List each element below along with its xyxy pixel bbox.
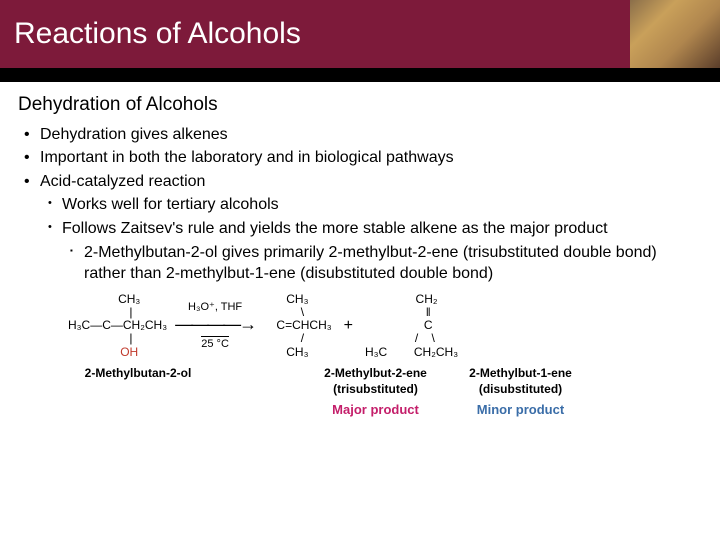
mol-line: /	[263, 332, 332, 345]
mol-line: CH₃	[68, 293, 167, 306]
molecule-row: CH₃ | H₃C—C—CH₂CH₃ | OH H₃O⁺, THF ————→ …	[68, 293, 702, 359]
bullet-level1: Dehydration gives alkenes	[18, 124, 702, 146]
mol-line: CH₃	[263, 293, 332, 306]
product-designation-row: Major product Minor product	[68, 401, 702, 419]
label-text: (disubstituted)	[479, 382, 562, 396]
label-text: 2-Methylbut-2-ene	[324, 366, 427, 380]
label-text: (trisubstituted)	[333, 382, 418, 396]
product1-label: 2-Methylbut-2-ene (trisubstituted)	[303, 365, 448, 397]
banner-decorative-image	[630, 0, 720, 68]
mol-line-oh: OH	[68, 346, 167, 359]
slide-title: Reactions of Alcohols	[14, 17, 301, 51]
bullet-level2: Follows Zaitsev's rule and yields the mo…	[18, 218, 702, 240]
product2-structure: CH₂ ‖ C / \ H₃C CH₂CH₃	[365, 293, 458, 359]
minor-product-label: Minor product	[448, 401, 593, 419]
mol-line: CH₃	[263, 346, 332, 359]
mol-line: |	[68, 332, 167, 345]
product1-structure: CH₃ \ C=CHCH₃ / CH₃	[263, 293, 332, 359]
compound-labels-row: 2-Methylbutan-2-ol 2-Methylbut-2-ene (tr…	[68, 365, 702, 397]
reaction-arrow: H₃O⁺, THF ————→ 25 °C	[175, 301, 255, 351]
spacer	[208, 365, 303, 397]
spacer	[68, 401, 303, 419]
product2-label: 2-Methylbut-1-ene (disubstituted)	[448, 365, 593, 397]
arrow-conditions-bottom: 25 °C	[201, 336, 229, 351]
bullet-level1: Acid-catalyzed reaction	[18, 171, 702, 193]
mol-line: / \	[365, 332, 458, 345]
reaction-diagram: CH₃ | H₃C—C—CH₂CH₃ | OH H₃O⁺, THF ————→ …	[18, 293, 702, 419]
bullet-level3: 2-Methylbutan-2-ol gives primarily 2-met…	[18, 242, 702, 285]
arrow-conditions-top: H₃O⁺, THF	[175, 301, 255, 314]
mol-line: CH₂	[365, 293, 458, 306]
title-banner: Reactions of Alcohols	[0, 0, 720, 68]
reactant-structure: CH₃ | H₃C—C—CH₂CH₃ | OH	[68, 293, 167, 359]
major-product-label: Major product	[303, 401, 448, 419]
subtitle: Dehydration of Alcohols	[18, 92, 702, 118]
bullet-level2: Works well for tertiary alcohols	[18, 194, 702, 216]
reactant-label: 2-Methylbutan-2-ol	[68, 365, 208, 397]
bullet-list: Dehydration gives alkenes Important in b…	[18, 124, 702, 285]
content-area: Dehydration of Alcohols Dehydration give…	[0, 82, 720, 419]
black-divider	[0, 68, 720, 82]
bullet-level1: Important in both the laboratory and in …	[18, 147, 702, 169]
label-text: 2-Methylbut-1-ene	[469, 366, 572, 380]
mol-line: H₃C CH₂CH₃	[365, 346, 458, 359]
arrow-glyph: ————→	[175, 314, 255, 336]
plus-sign: +	[340, 315, 357, 337]
